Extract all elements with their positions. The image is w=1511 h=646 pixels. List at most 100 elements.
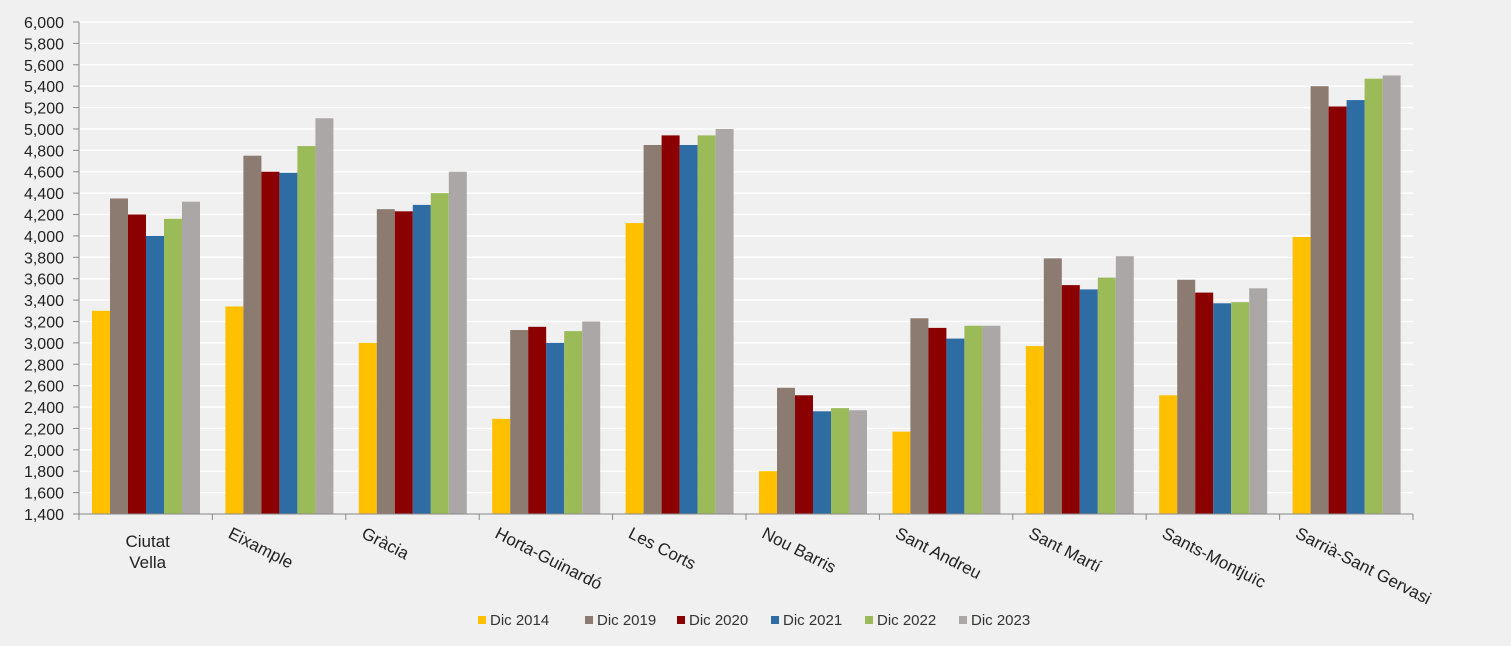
- bar: [1159, 395, 1178, 514]
- y-tick-label: 4,800: [24, 143, 64, 160]
- bar: [831, 408, 849, 514]
- bar: [1061, 285, 1080, 514]
- bar: [625, 223, 644, 515]
- y-tick-label: 3,400: [24, 293, 64, 310]
- bar: [813, 411, 831, 514]
- bar: [1364, 78, 1383, 515]
- legend-label: Dic 2022: [877, 612, 936, 629]
- x-tick-label: Horta-Guinardó: [492, 524, 605, 594]
- bar: [510, 330, 529, 514]
- y-tick-label: 6,000: [24, 15, 64, 32]
- x-tick-label: Ciutat Vella: [125, 532, 170, 572]
- y-tick-label: 2,600: [24, 379, 64, 396]
- bar: [1382, 75, 1401, 514]
- x-tick-label: Gràcia: [359, 524, 413, 564]
- y-tick-label: 1,400: [24, 507, 64, 524]
- legend: Dic 2014 Dic 2019 Dic 2020 Dic 2021 Dic 2022…: [478, 612, 1030, 629]
- y-tick-label: 5,200: [24, 101, 64, 118]
- legend-swatch: [959, 616, 967, 624]
- bar: [243, 155, 262, 514]
- x-tick-labels: Ciutat Vella Eixample Gràcia Horta-Guinardó L…: [125, 524, 1434, 609]
- bar: [892, 431, 911, 514]
- bar: [1328, 106, 1347, 514]
- bar: [1231, 302, 1250, 514]
- bar: [528, 326, 547, 514]
- y-tick-label: 5,000: [24, 122, 64, 139]
- x-tick-label: Sants-Montjuïc: [1159, 524, 1269, 593]
- legend-label: Dic 2020: [689, 612, 748, 629]
- y-tick-label: 3,200: [24, 314, 64, 331]
- axes: [73, 21, 1414, 520]
- y-tick-label: 2,200: [24, 421, 64, 438]
- legend-label: Dic 2014: [490, 612, 549, 629]
- bar: [448, 171, 467, 514]
- y-tick-label: 5,400: [24, 79, 64, 96]
- bar: [777, 387, 795, 514]
- bar: [1346, 100, 1365, 515]
- bar: [261, 171, 280, 514]
- bar: [279, 172, 298, 514]
- bar: [564, 331, 583, 514]
- bar: [1177, 279, 1196, 514]
- bar: [795, 395, 813, 514]
- x-tick-label: Sarrià-Sant Gervasi: [1292, 524, 1434, 609]
- bar: [910, 318, 929, 514]
- bar: [1310, 86, 1329, 514]
- x-tick-label: Nou Barris: [759, 524, 839, 577]
- bar: [661, 135, 680, 515]
- bar: [358, 342, 377, 514]
- y-tick-label: 5,600: [24, 58, 64, 75]
- y-tick-label: 3,600: [24, 272, 64, 289]
- bar: [146, 235, 164, 515]
- bar: [128, 214, 146, 515]
- bar: [225, 306, 244, 514]
- y-tick-label: 4,400: [24, 186, 64, 203]
- legend-label: Dic 2023: [971, 612, 1030, 629]
- bar: [1043, 258, 1062, 514]
- legend-swatch: [677, 616, 685, 624]
- bar: [92, 310, 110, 514]
- legend-label: Dic 2019: [597, 612, 656, 629]
- legend-swatch: [771, 616, 779, 624]
- bar: [759, 471, 777, 514]
- x-tick-label: Sant Andreu: [892, 524, 984, 583]
- bars: [92, 75, 1401, 515]
- y-tick-labels: 1,400 1,600 1,800 2,000 2,200 2,400 2,600 2,800…: [24, 15, 64, 524]
- bar: [964, 325, 983, 514]
- bar: [982, 325, 1001, 514]
- x-tick-label: Les Corts: [625, 524, 698, 574]
- bar: [643, 145, 662, 514]
- y-tick-label: 1,800: [24, 464, 64, 481]
- legend-swatch: [865, 616, 873, 624]
- y-tick-label: 2,400: [24, 400, 64, 417]
- bar: [697, 135, 716, 515]
- y-tick-label: 3,000: [24, 336, 64, 353]
- bar: [546, 342, 565, 514]
- bar: [715, 128, 734, 514]
- y-tick-label: 1,600: [24, 486, 64, 503]
- bar: [928, 327, 947, 514]
- legend-label: Dic 2021: [783, 612, 842, 629]
- y-tick-label: 4,200: [24, 208, 64, 225]
- bar: [1195, 292, 1214, 514]
- bar: [1292, 236, 1311, 514]
- bar: [164, 218, 182, 515]
- y-tick-label: 2,000: [24, 443, 64, 460]
- legend-swatch: [478, 616, 486, 624]
- bar: [430, 193, 449, 514]
- bar: [394, 211, 413, 514]
- y-tick-label: 5,800: [24, 36, 64, 53]
- bar: [315, 118, 334, 515]
- bar: [1079, 289, 1098, 514]
- bar: [376, 209, 395, 514]
- bar: [110, 198, 128, 514]
- bar: [582, 321, 601, 514]
- y-tick-label: 2,800: [24, 357, 64, 374]
- bar: [492, 418, 511, 514]
- y-tick-label: 4,600: [24, 165, 64, 182]
- bar: [1097, 277, 1116, 514]
- bar: [297, 146, 316, 514]
- bar: [1115, 256, 1134, 514]
